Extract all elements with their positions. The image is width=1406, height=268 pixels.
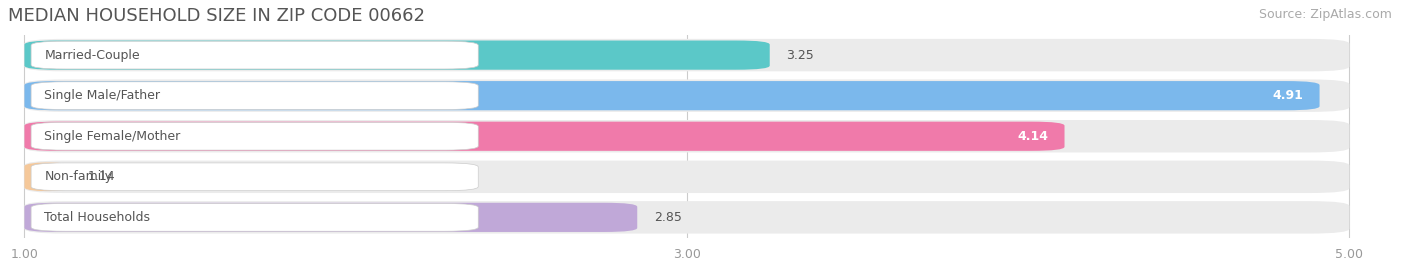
FancyBboxPatch shape bbox=[31, 203, 478, 231]
FancyBboxPatch shape bbox=[31, 163, 478, 191]
FancyBboxPatch shape bbox=[24, 203, 637, 232]
FancyBboxPatch shape bbox=[24, 81, 1320, 110]
FancyBboxPatch shape bbox=[24, 122, 1064, 151]
Text: Total Households: Total Households bbox=[45, 211, 150, 224]
FancyBboxPatch shape bbox=[24, 161, 1350, 193]
FancyBboxPatch shape bbox=[31, 122, 478, 150]
Text: 1.14: 1.14 bbox=[87, 170, 115, 183]
Text: Source: ZipAtlas.com: Source: ZipAtlas.com bbox=[1258, 8, 1392, 21]
Text: 2.85: 2.85 bbox=[654, 211, 682, 224]
Text: Married-Couple: Married-Couple bbox=[45, 49, 141, 62]
FancyBboxPatch shape bbox=[24, 162, 70, 191]
FancyBboxPatch shape bbox=[24, 79, 1350, 112]
Text: Non-family: Non-family bbox=[45, 170, 112, 183]
FancyBboxPatch shape bbox=[24, 201, 1350, 234]
FancyBboxPatch shape bbox=[24, 39, 1350, 71]
Text: Single Female/Mother: Single Female/Mother bbox=[45, 130, 180, 143]
FancyBboxPatch shape bbox=[31, 82, 478, 110]
FancyBboxPatch shape bbox=[24, 120, 1350, 152]
FancyBboxPatch shape bbox=[31, 41, 478, 69]
Text: MEDIAN HOUSEHOLD SIZE IN ZIP CODE 00662: MEDIAN HOUSEHOLD SIZE IN ZIP CODE 00662 bbox=[8, 7, 425, 25]
Text: 4.91: 4.91 bbox=[1272, 89, 1303, 102]
FancyBboxPatch shape bbox=[24, 40, 769, 70]
Text: 4.14: 4.14 bbox=[1017, 130, 1047, 143]
Text: 3.25: 3.25 bbox=[786, 49, 814, 62]
Text: Single Male/Father: Single Male/Father bbox=[45, 89, 160, 102]
